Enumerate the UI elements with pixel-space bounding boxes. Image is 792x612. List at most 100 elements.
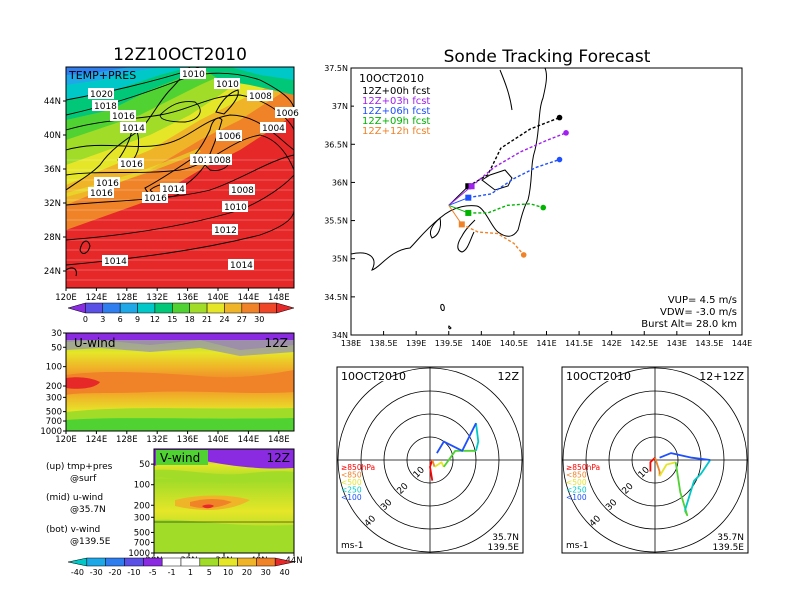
hodo-segment <box>436 422 477 454</box>
hodo-segment <box>658 461 676 477</box>
map-panel-label: TEMP+PRES <box>68 69 136 82</box>
temperature-field <box>66 67 294 288</box>
info-mid-level: @35.7N <box>70 505 106 515</box>
info-bot: (bot) v-wind <box>46 525 100 535</box>
x-tick-label: 140E <box>207 435 229 445</box>
legend-entry: <850 <box>566 471 587 480</box>
hodo-segment <box>475 423 480 452</box>
info-up-level: @surf <box>70 474 97 484</box>
legend-entry: ≥850hPa <box>566 463 600 472</box>
colorbar-label: 21 <box>202 315 212 324</box>
y-tick-label: 200 <box>134 501 150 511</box>
x-tick-label: 140E <box>207 293 229 303</box>
x-tick-label: 143.5E <box>695 339 723 348</box>
hodo1-date: 10OCT2010 <box>341 370 406 383</box>
hodo-segment <box>659 452 711 461</box>
isobar-label: 1006 <box>276 109 299 119</box>
x-tick-label: 141.5E <box>565 339 593 348</box>
x-tick-label: 124E <box>86 293 108 303</box>
colorbar-swatch <box>180 557 201 567</box>
info-mid: (mid) u-wind <box>46 493 103 503</box>
colorbar-swatch <box>199 557 219 567</box>
y-tick-label: 34.5N <box>324 293 348 302</box>
colorbar-swatch <box>206 302 225 314</box>
legend-entry: ≥850hPa <box>341 463 375 472</box>
colorbar-label: 3 <box>100 315 105 324</box>
legend-entry: <100 <box>566 493 587 502</box>
hodo1-lat: 35.7N <box>492 533 519 543</box>
isobar-label: 1014 <box>104 257 127 267</box>
isobar-label: 1016 <box>90 189 113 199</box>
colorbar-label: 12 <box>150 315 160 324</box>
uwind-title: U-wind <box>74 336 115 350</box>
hodo-ring <box>383 413 477 507</box>
x-tick-label: 139.5E <box>435 339 463 348</box>
tracking-date: 10OCT2010 <box>359 72 424 85</box>
colorbar-swatch <box>154 302 173 314</box>
x-tick-label: 142E <box>602 339 622 348</box>
x-tick-label: 144E <box>238 435 260 445</box>
colorbar-label: 24 <box>219 315 229 324</box>
hodo-ring <box>360 390 500 530</box>
colorbar-swatch <box>67 557 88 567</box>
colorbar-swatch <box>137 302 156 314</box>
ascent-line <box>448 205 463 225</box>
descent-path <box>471 132 567 187</box>
hodo-segment <box>429 459 434 481</box>
x-tick-label: 132E <box>146 435 168 445</box>
isobar-label: 1008 <box>249 92 272 102</box>
hodo1-time: 12Z <box>497 370 519 383</box>
hodograph-legend: ≥850hPa<850<500<250<100 <box>341 463 375 502</box>
landing-point <box>556 114 563 121</box>
tracking-x-ticks: 138E 138.5E 139E 139.5E 140E 140.5E 141E 141.5E… <box>341 331 752 348</box>
uwind-x-ticks: 120E 124E 128E 132E 136E 140E 144E 148E <box>55 431 290 445</box>
y-tick-label: 1000 <box>128 549 150 559</box>
hodo2-time: 12+12Z <box>699 370 744 383</box>
isobar-label: 1006 <box>218 132 241 142</box>
colorbar-swatch <box>241 302 260 314</box>
hodo-ring <box>631 436 679 484</box>
colorbar-label: 27 <box>237 315 247 324</box>
burst-point <box>465 209 472 216</box>
uwind-time: 12Z <box>265 336 289 350</box>
vup-readout: VUP= 4.5 m/s <box>668 295 737 306</box>
y-tick-label: 30 <box>51 329 62 339</box>
x-tick-label: 148E <box>268 435 290 445</box>
hodo-ring <box>562 367 748 553</box>
isobar-label: 1010 <box>216 80 239 90</box>
burst-point <box>465 183 472 190</box>
legend-entry: 12Z+00h fcst <box>362 86 430 97</box>
x-tick-label: 136E <box>177 293 199 303</box>
y-tick-label: 37N <box>332 102 348 111</box>
y-tick-label: 36N <box>332 178 348 187</box>
map-title: 12Z10OCT2010 <box>113 45 247 65</box>
legend-entry: 12Z+12h fcst <box>362 126 430 137</box>
x-tick-label: 120E <box>55 435 77 445</box>
colorbar-swatch <box>105 557 125 567</box>
isobar-label: 1014 <box>162 185 185 195</box>
isobar-label: 1014 <box>122 124 145 134</box>
burst-point <box>465 194 472 201</box>
colorbar-label: 30 <box>254 315 264 324</box>
y-tick-label: 50 <box>51 343 62 353</box>
legend-entry: <100 <box>341 493 362 502</box>
hodo-segment <box>434 461 445 468</box>
colorbar-label: 9 <box>135 315 140 324</box>
y-tick-label: 100 <box>46 363 62 373</box>
legend-entry: 12Z+09h fcst <box>362 116 430 127</box>
y-tick-label: 700 <box>134 538 150 548</box>
colorbar-label: 15 <box>167 315 177 324</box>
hodograph-trace <box>649 452 711 517</box>
wind-colorbar: -40 -30 -20 -10 -5 -1 1 5 10 20 30 40 <box>67 557 295 577</box>
legend-entry: <500 <box>341 478 362 487</box>
hodo-segment <box>684 459 711 511</box>
x-tick-label: 148E <box>268 293 290 303</box>
hodo2-unit: ms-1 <box>566 541 588 551</box>
colorbar-label: 30 <box>261 568 271 577</box>
descent-path <box>468 158 560 199</box>
colorbar-swatch <box>276 302 295 314</box>
x-tick-label: 144E <box>732 339 752 348</box>
